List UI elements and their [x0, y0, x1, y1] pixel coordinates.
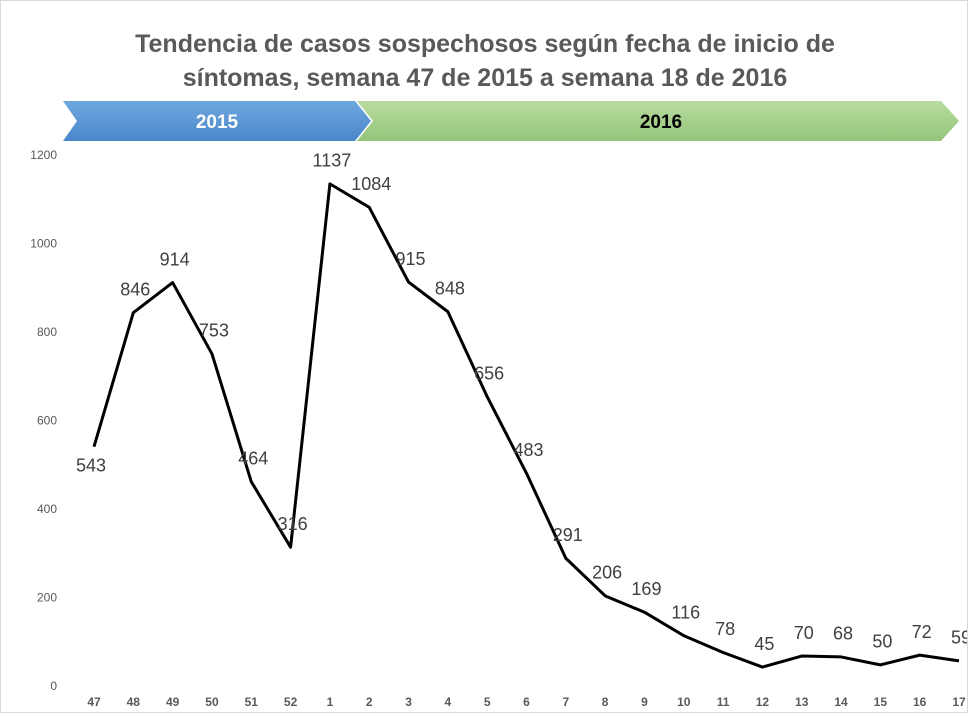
data-label: 543 [76, 455, 106, 475]
x-tick-label: 2 [366, 695, 373, 709]
x-tick-label: 6 [523, 695, 530, 709]
data-label: 464 [238, 448, 268, 468]
data-label: 656 [474, 363, 504, 383]
x-tick-label: 11 [717, 695, 730, 709]
data-label: 846 [120, 279, 150, 299]
x-tick-label: 4 [445, 695, 452, 709]
data-label: 915 [396, 249, 426, 269]
data-label: 70 [794, 623, 814, 643]
data-label: 206 [592, 563, 622, 583]
data-label: 116 [671, 602, 700, 622]
data-label: 45 [754, 634, 774, 654]
y-tick-label: 400 [37, 502, 57, 516]
x-tick-label: 10 [677, 695, 691, 709]
x-tick-label: 9 [641, 695, 648, 709]
data-label: 68 [833, 624, 853, 644]
x-tick-label: 3 [405, 695, 412, 709]
x-tick-label: 51 [245, 695, 259, 709]
data-label: 169 [631, 579, 661, 599]
y-tick-label: 800 [37, 325, 57, 339]
y-tick-label: 0 [50, 679, 57, 693]
x-tick-label: 47 [87, 695, 101, 709]
x-tick-label: 48 [127, 695, 141, 709]
data-label: 78 [715, 619, 735, 639]
data-line [92, 182, 960, 669]
data-label: 1137 [313, 151, 352, 171]
x-tick-label: 49 [166, 695, 180, 709]
year-band-2015 [63, 101, 371, 141]
data-label: 1084 [351, 174, 391, 194]
x-tick-label: 14 [834, 695, 848, 709]
x-tick-label: 7 [562, 695, 569, 709]
chart-title: Tendencia de casos sospechosos según fec… [135, 30, 835, 92]
x-tick-label: 8 [602, 695, 609, 709]
x-tick-label: 1 [327, 695, 334, 709]
year-band-label: 2016 [640, 112, 682, 133]
data-label: 316 [278, 514, 308, 534]
x-tick-label: 17 [952, 695, 966, 709]
data-label: 59 [951, 628, 967, 648]
y-tick-label: 200 [37, 591, 57, 605]
x-tick-label: 13 [795, 695, 809, 709]
data-label: 753 [199, 321, 229, 341]
x-tick-label: 52 [284, 695, 298, 709]
data-label: 483 [513, 440, 543, 460]
y-tick-label: 1000 [30, 237, 57, 251]
x-tick-label: 50 [205, 695, 219, 709]
data-label: 914 [160, 249, 190, 269]
data-label: 50 [872, 632, 892, 652]
x-tick-label: 16 [913, 695, 927, 709]
data-label: 72 [912, 622, 932, 642]
year-band-label: 2015 [196, 112, 239, 133]
x-tick-label: 5 [484, 695, 491, 709]
year-band-2016 [357, 101, 959, 141]
x-tick-label: 12 [756, 695, 770, 709]
data-label: 848 [435, 279, 465, 299]
x-tick-label: 15 [874, 695, 888, 709]
y-tick-label: 600 [37, 414, 57, 428]
data-label: 291 [553, 525, 583, 545]
y-tick-label: 1200 [30, 148, 57, 162]
